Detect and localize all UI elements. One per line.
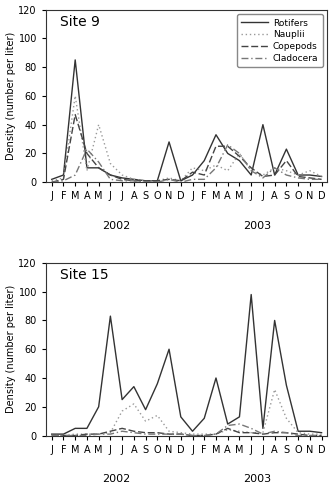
- Text: 2003: 2003: [243, 474, 271, 484]
- Text: 2003: 2003: [243, 221, 271, 231]
- Text: Site 15: Site 15: [60, 268, 109, 282]
- Text: 2002: 2002: [102, 474, 131, 484]
- Text: 2002: 2002: [102, 221, 131, 231]
- Text: Site 9: Site 9: [60, 14, 100, 28]
- Y-axis label: Density (number per liter): Density (number per liter): [6, 285, 16, 414]
- Legend: Rotifers, Nauplii, Copepods, Cladocera: Rotifers, Nauplii, Copepods, Cladocera: [237, 14, 323, 67]
- Y-axis label: Density (number per liter): Density (number per liter): [6, 32, 16, 160]
